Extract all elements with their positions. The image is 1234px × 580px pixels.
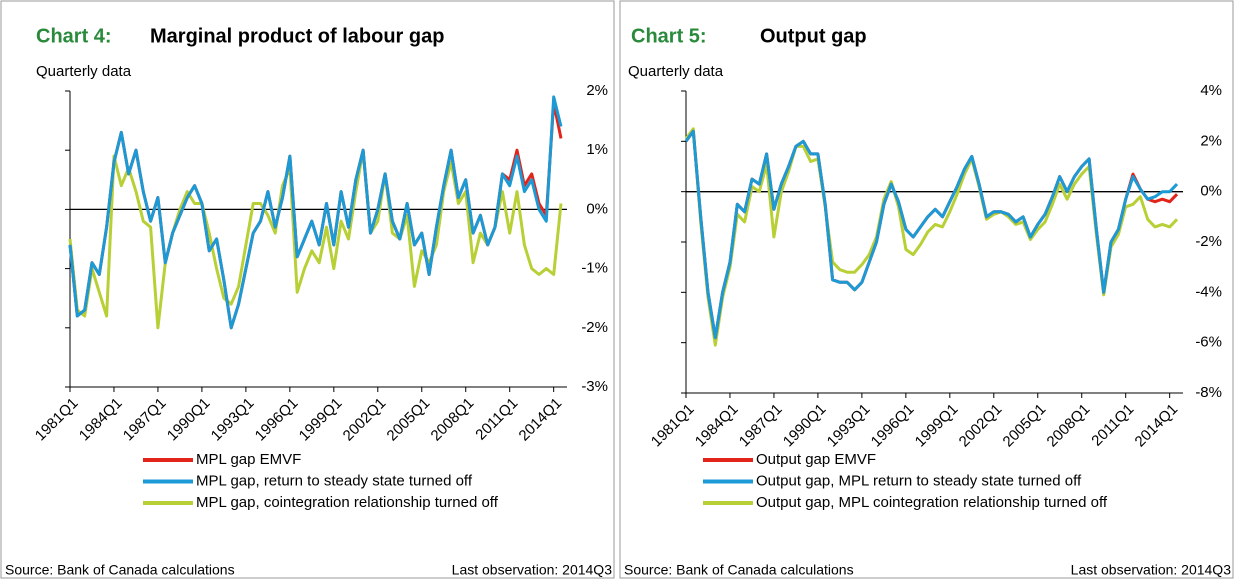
y-tick-label: 2% <box>1200 132 1222 149</box>
y-tick-label: 4% <box>1200 82 1222 99</box>
x-tick-label: 2011Q1 <box>472 395 521 444</box>
x-tick-label: 1984Q1 <box>692 401 742 451</box>
x-tick-label: 1993Q1 <box>824 401 874 451</box>
y-tick-label: -3% <box>581 378 608 395</box>
source: Source: Bank of Canada calculations <box>624 562 854 578</box>
legend-label: Output gap, MPL return to steady state t… <box>756 472 1082 489</box>
x-tick-label: 2008Q1 <box>1044 401 1094 451</box>
y-tick-label: 2% <box>586 82 608 99</box>
legend-label: MPL gap, cointegration relationship turn… <box>196 494 499 511</box>
x-tick-label: 1990Q1 <box>780 401 830 451</box>
x-tick-label: 2005Q1 <box>384 395 434 445</box>
chart-title: Output gap <box>760 25 867 47</box>
legend-label: Output gap, MPL cointegration relationsh… <box>756 494 1108 511</box>
source: Source: Bank of Canada calculations <box>5 562 235 578</box>
chart-subtitle: Quarterly data <box>628 63 724 80</box>
x-tick-label: 1990Q1 <box>164 395 214 445</box>
y-tick-label: 0% <box>1200 183 1222 200</box>
x-tick-label: 2002Q1 <box>340 395 390 445</box>
x-tick-label: 2008Q1 <box>428 395 478 445</box>
chart-title: Marginal product of labour gap <box>150 25 444 47</box>
y-tick-label: -6% <box>1195 334 1222 351</box>
y-tick-label: -2% <box>1195 233 1222 250</box>
x-tick-label: 1981Q1 <box>32 395 82 445</box>
legend-label: Output gap EMVF <box>756 451 876 468</box>
series-line <box>68 101 563 330</box>
x-tick-label: 2014Q1 <box>1132 401 1182 451</box>
x-tick-label: 1999Q1 <box>912 401 962 451</box>
series-line <box>68 148 563 330</box>
x-tick-label: 1996Q1 <box>252 395 302 445</box>
note: Last observation: 2014Q3 <box>452 562 613 578</box>
x-tick-label: 2002Q1 <box>956 401 1006 451</box>
x-tick-label: 2011Q1 <box>1088 401 1137 450</box>
legend-label: MPL gap, return to steady state turned o… <box>196 472 473 489</box>
x-tick-label: 1984Q1 <box>76 395 126 445</box>
series-line <box>684 127 1179 347</box>
chart-label: Chart 4: <box>36 25 112 47</box>
series-line <box>684 129 1179 340</box>
x-tick-label: 1981Q1 <box>648 401 698 451</box>
chart-subtitle: Quarterly data <box>36 63 132 80</box>
chart-label: Chart 5: <box>631 25 707 47</box>
x-tick-label: 2005Q1 <box>1000 401 1050 451</box>
note: Last observation: 2014Q3 <box>1071 562 1232 578</box>
x-tick-label: 2014Q1 <box>516 395 566 445</box>
y-tick-label: 0% <box>586 200 608 217</box>
x-tick-label: 1993Q1 <box>208 395 258 445</box>
x-tick-label: 1999Q1 <box>296 395 346 445</box>
legend-label: MPL gap EMVF <box>196 451 301 468</box>
x-tick-label: 1987Q1 <box>736 401 786 451</box>
panel-border <box>0 0 615 579</box>
y-tick-label: -4% <box>1195 283 1222 300</box>
y-tick-label: -1% <box>581 260 608 277</box>
series-line <box>684 129 1179 340</box>
x-tick-label: 1987Q1 <box>120 395 170 445</box>
panel-border <box>619 0 1234 579</box>
x-tick-label: 1996Q1 <box>868 401 918 451</box>
y-tick-label: 1% <box>586 141 608 158</box>
y-tick-label: -2% <box>581 319 608 336</box>
y-tick-label: -8% <box>1195 384 1222 401</box>
series-line <box>68 95 563 330</box>
